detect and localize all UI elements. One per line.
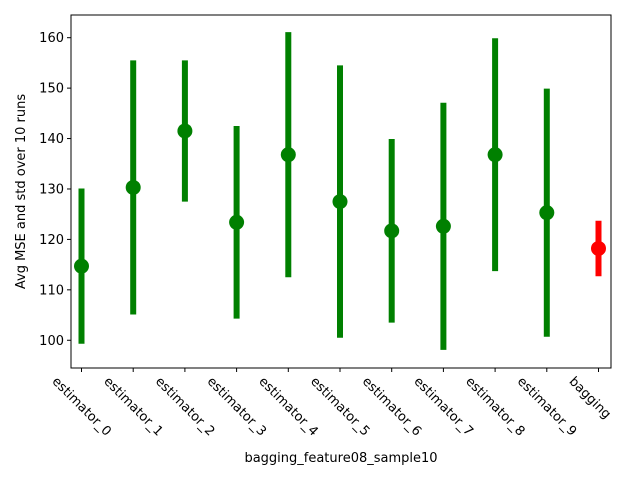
- y-tick-label: 160: [39, 31, 64, 46]
- y-tick-label: 120: [39, 233, 64, 248]
- y-tick-label: 150: [39, 82, 64, 97]
- marks-layer: [74, 32, 606, 350]
- mean-point: [435, 218, 451, 234]
- mean-point: [125, 179, 141, 195]
- y-tick-label: 110: [39, 283, 64, 298]
- mean-point: [177, 123, 193, 139]
- mean-point: [74, 258, 89, 274]
- y-tick-label: 100: [39, 334, 64, 349]
- mean-point: [229, 214, 245, 230]
- x-axis-label: bagging_feature08_sample10: [244, 451, 437, 466]
- mean-point: [591, 240, 606, 256]
- mean-point: [332, 194, 348, 210]
- y-tick-label: 130: [39, 182, 64, 197]
- mean-point: [539, 205, 555, 221]
- plot-frame: [70, 14, 612, 369]
- y-tick-label: 140: [39, 132, 64, 147]
- x-tick-label: bagging: [566, 374, 614, 422]
- mean-point: [487, 147, 503, 163]
- y-axis-label: Avg MSE and std over 10 runs: [14, 94, 29, 289]
- mean-point: [280, 147, 296, 163]
- mean-point: [384, 223, 400, 239]
